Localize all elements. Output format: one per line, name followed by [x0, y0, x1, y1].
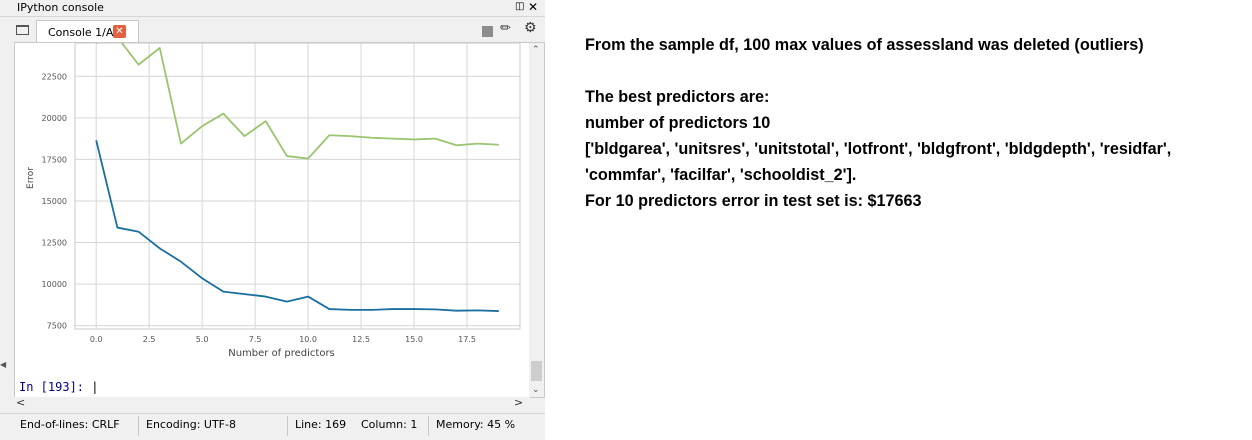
x-tick-label: 10.0: [299, 335, 317, 344]
y-tick-label: 22500: [42, 72, 67, 81]
status-column: Column: 1: [361, 418, 418, 431]
pane-title-bar: IPython console ◫ ✕: [0, 0, 545, 17]
note-predictor-count: number of predictors 10: [585, 113, 771, 132]
error-vs-predictors-chart: 0.0 2.5 5.0 7.5 10.0 12.5 15.0 17.5 7500 10000 125…: [26, 43, 521, 359]
notes-text: From the sample df, 100 max values of as…: [585, 33, 1252, 214]
status-eol: End-of-lines: CRLF: [20, 418, 120, 431]
x-tick-label: 17.5: [458, 335, 476, 344]
y-tick-label: 10000: [42, 280, 67, 289]
stop-square-icon[interactable]: [482, 26, 493, 37]
pane-title: IPython console: [17, 1, 104, 14]
scroll-up-icon[interactable]: ⌃: [532, 45, 540, 55]
tab-console-1a[interactable]: Console 1/A ✕: [36, 20, 139, 43]
status-memory: Memory: 45 %: [436, 418, 516, 431]
prompt-text: In [193]:: [19, 380, 92, 394]
float-window-icon[interactable]: ◫: [515, 1, 525, 12]
horizontal-scrollbar[interactable]: < >: [14, 396, 530, 411]
note-test-error: For 10 predictors error in test set is: …: [585, 191, 922, 210]
status-line: Line: 169: [295, 418, 347, 431]
y-tick-label: 15000: [42, 197, 67, 206]
close-icon[interactable]: ✕: [528, 0, 539, 14]
scroll-thumb[interactable]: [531, 361, 542, 381]
note-outliers: From the sample df, 100 max values of as…: [585, 36, 1144, 54]
x-axis-label: Number of predictors: [228, 348, 335, 359]
tab-close-icon[interactable]: ✕: [113, 25, 126, 38]
browse-tabs-icon[interactable]: [16, 25, 29, 35]
plot-frame: [74, 43, 521, 330]
x-tick-label: 2.5: [143, 335, 156, 344]
note-predictor-list: ['bldgarea', 'unitsres', 'unitstotal', '…: [585, 139, 1172, 158]
note-best-predictors-heading: The best predictors are:: [585, 87, 770, 106]
x-tick-label: 0.0: [90, 335, 103, 344]
x-tick-label: 12.5: [352, 335, 370, 344]
series-line-1: [96, 43, 499, 160]
y-tick-label: 17500: [42, 155, 67, 164]
scroll-left-icon[interactable]: <: [16, 396, 26, 409]
status-separator: [428, 416, 429, 436]
x-tick-label: 15.0: [405, 335, 423, 344]
status-encoding: Encoding: UTF-8: [146, 418, 236, 431]
x-tick-label: 7.5: [249, 335, 262, 344]
status-bar: End-of-lines: CRLF Encoding: UTF-8 Line:…: [0, 413, 545, 440]
series-line-2: [95, 140, 499, 312]
status-separator: [138, 416, 139, 436]
scroll-down-icon[interactable]: ⌄: [532, 385, 540, 395]
gear-icon[interactable]: ⚙: [524, 20, 537, 36]
plot-area: [75, 43, 520, 329]
tab-label: Console 1/A: [48, 26, 114, 39]
console-output[interactable]: 0.0 2.5 5.0 7.5 10.0 12.5 15.0 17.5 7500 10000 125…: [14, 42, 545, 398]
eraser-icon[interactable]: ✏: [500, 21, 511, 36]
text-cursor: |: [91, 380, 99, 394]
vertical-scrollbar[interactable]: ⌃ ⌄: [529, 43, 544, 397]
y-tick-label: 20000: [42, 114, 67, 123]
note-predictor-list-cont: 'commfar', 'facilfar', 'schooldist_2'].: [585, 165, 857, 184]
console-tab-bar: Console 1/A ✕ ✏ ⚙: [0, 17, 545, 43]
splitter-arrow-icon[interactable]: ◀: [0, 360, 7, 369]
ipython-console-pane: IPython console ◫ ✕ Console 1/A ✕ ✏ ⚙ 0.…: [0, 0, 545, 440]
scroll-right-icon[interactable]: >: [514, 396, 524, 409]
status-separator: [287, 416, 288, 436]
y-tick-label: 7500: [47, 322, 67, 331]
y-axis-label: Error: [26, 167, 36, 189]
console-prompt[interactable]: In [193]: |: [19, 380, 98, 394]
x-tick-label: 5.0: [196, 335, 209, 344]
y-tick-label: 12500: [42, 239, 67, 248]
